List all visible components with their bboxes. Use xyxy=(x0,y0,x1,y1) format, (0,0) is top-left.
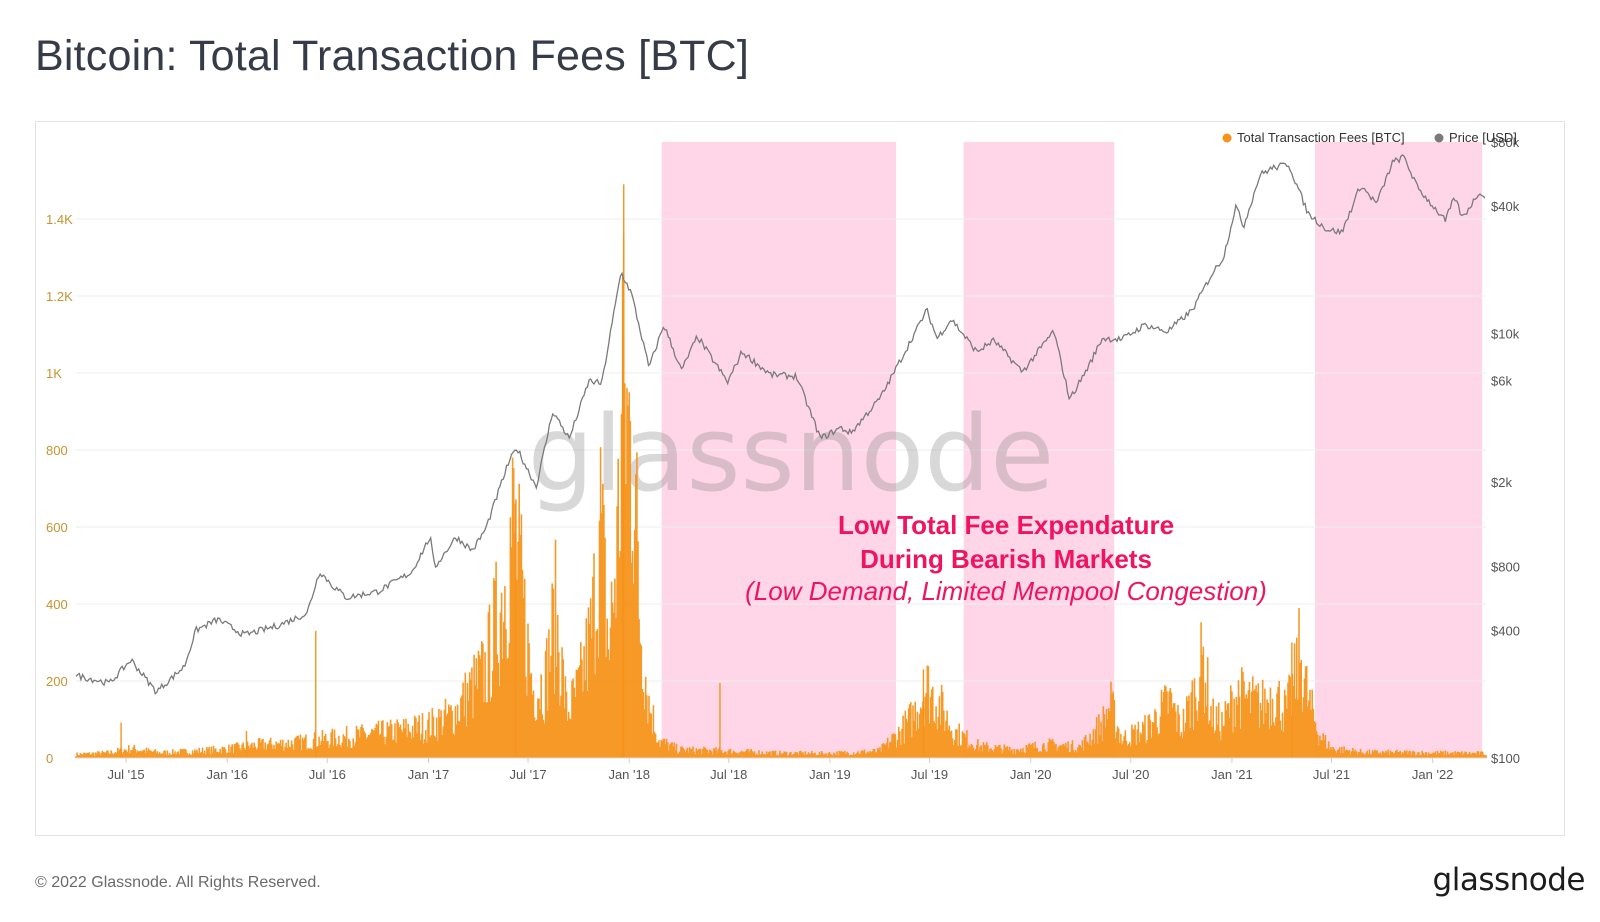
fees-bars xyxy=(75,233,1487,758)
legend-fees-label[interactable]: Total Transaction Fees [BTC] xyxy=(1237,130,1405,145)
x-tick-label: Jan '19 xyxy=(809,767,851,782)
x-tick-label: Jul '16 xyxy=(309,767,346,782)
x-tick-label: Jan '22 xyxy=(1412,767,1454,782)
x-tick-label: Jul '17 xyxy=(509,767,546,782)
copyright-footer: © 2022 Glassnode. All Rights Reserved. xyxy=(35,874,321,891)
x-tick-label: Jan '18 xyxy=(608,767,650,782)
x-tick-label: Jul '19 xyxy=(911,767,948,782)
brand-logo[interactable]: glassnode xyxy=(1432,862,1586,898)
legend-fees-dot xyxy=(1222,133,1232,143)
chart-svg: glassnode 0 200 400 600 800 1K 1.2K 1.4K $100 $40… xyxy=(46,130,1520,782)
annotation-line-3: (Low Demand, Limited Mempool Congestion) xyxy=(745,576,1267,606)
y-left-tick-label: 1.4K xyxy=(46,212,73,227)
y-left-tick-label: 0 xyxy=(46,751,53,766)
y-left-tick-label: 400 xyxy=(46,597,68,612)
y-left-tick-label: 1K xyxy=(46,366,62,381)
y-left-tick-label: 200 xyxy=(46,674,68,689)
y-right-tick-label: $6k xyxy=(1491,374,1512,389)
y-right-tick-label: $100 xyxy=(1491,751,1520,766)
x-tick-label: Jan '21 xyxy=(1211,767,1253,782)
y-right-tick-label: $10k xyxy=(1491,327,1520,342)
legend-price-label[interactable]: Price [USD] xyxy=(1449,130,1517,145)
y-left-tick-label: 800 xyxy=(46,443,68,458)
y-left-tick-label: 1.2K xyxy=(46,289,73,304)
x-tick-label: Jul '15 xyxy=(107,767,144,782)
y-right-tick-label: $40k xyxy=(1491,199,1520,214)
y-right-tick-label: $800 xyxy=(1491,559,1520,574)
annotation-line-1: Low Total Fee Expendature xyxy=(838,510,1174,540)
y-right-tick-label: $80k xyxy=(1491,135,1520,150)
watermark: glassnode xyxy=(528,393,1055,515)
annotation-line-2: During Bearish Markets xyxy=(860,544,1152,574)
x-tick-label: Jan '16 xyxy=(206,767,248,782)
x-tick-label: Jul '21 xyxy=(1313,767,1350,782)
x-tick-label: Jul '18 xyxy=(710,767,747,782)
x-tick-label: Jul '20 xyxy=(1112,767,1149,782)
y-right-tick-label: $400 xyxy=(1491,623,1520,638)
legend-price-dot xyxy=(1434,133,1444,143)
chart-panel: glassnode 0 200 400 600 800 1K 1.2K 1.4K $100 $40… xyxy=(35,121,1565,836)
y-left-tick-label: 600 xyxy=(46,520,68,535)
y-right-tick-label: $2k xyxy=(1491,475,1512,490)
price-line xyxy=(75,154,1486,695)
page-title: Bitcoin: Total Transaction Fees [BTC] xyxy=(35,32,750,80)
x-tick-label: Jan '17 xyxy=(408,767,450,782)
x-tick-label: Jan '20 xyxy=(1010,767,1052,782)
